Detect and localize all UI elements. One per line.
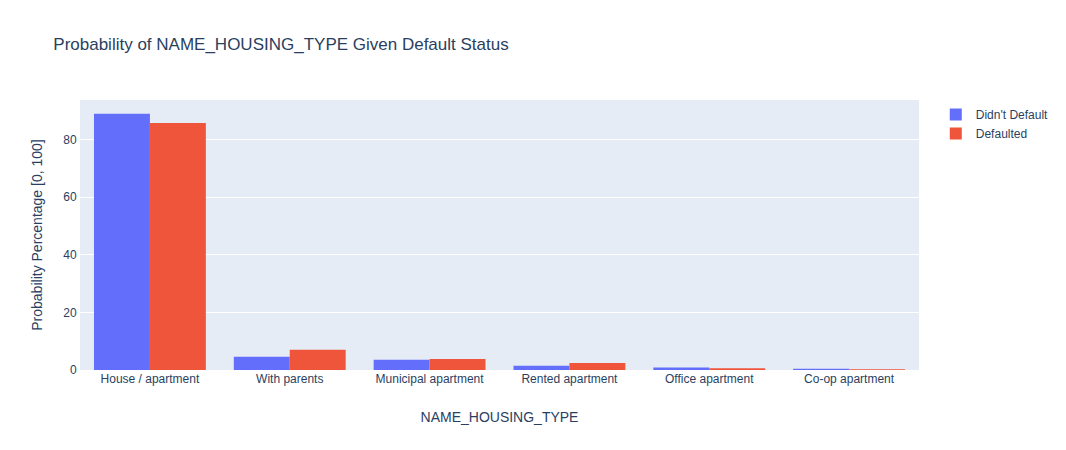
svg-text:20: 20 [63, 306, 77, 320]
svg-text:Didn't Default: Didn't Default [976, 108, 1048, 122]
svg-text:80: 80 [63, 133, 77, 147]
svg-text:Defaulted: Defaulted [976, 127, 1027, 141]
svg-text:60: 60 [63, 190, 77, 204]
svg-text:Rented apartment: Rented apartment [521, 372, 618, 386]
svg-text:Office apartment: Office apartment [665, 372, 754, 386]
svg-text:40: 40 [63, 248, 77, 262]
svg-text:House / apartment: House / apartment [101, 372, 200, 386]
svg-text:Co-op apartment: Co-op apartment [804, 372, 895, 386]
svg-text:With parents: With parents [256, 372, 323, 386]
svg-text:Probability of NAME_HOUSING_TY: Probability of NAME_HOUSING_TYPE Given D… [53, 35, 508, 54]
svg-text:Municipal apartment: Municipal apartment [376, 372, 485, 386]
svg-text:0: 0 [70, 363, 77, 377]
svg-text:NAME_HOUSING_TYPE: NAME_HOUSING_TYPE [421, 409, 579, 425]
svg-text:Probability Percentage [0, 100: Probability Percentage [0, 100] [29, 139, 45, 330]
